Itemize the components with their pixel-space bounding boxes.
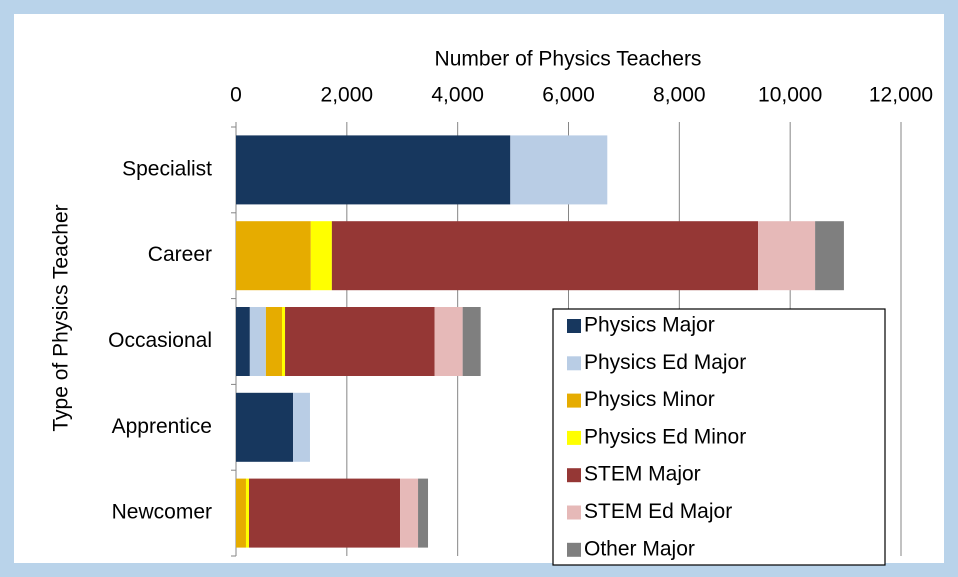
x-tick-label: 2,000 bbox=[321, 84, 374, 107]
bar-segment bbox=[236, 221, 311, 291]
y-tick-label: Career bbox=[148, 243, 212, 266]
bar-segment bbox=[510, 135, 608, 205]
legend-swatch bbox=[567, 468, 581, 483]
bar-segment bbox=[236, 478, 246, 548]
legend: Physics Major Physics Ed Major Physics Min… bbox=[552, 308, 886, 566]
x-tick-label: 10,000 bbox=[758, 84, 822, 107]
legend-label: Physics Major bbox=[584, 314, 715, 337]
legend-swatch bbox=[567, 319, 581, 333]
bar-segment bbox=[245, 478, 250, 548]
bar-segment bbox=[293, 392, 310, 462]
bar-segment bbox=[815, 221, 844, 291]
legend-swatch bbox=[567, 505, 581, 520]
legend-label: Other Major bbox=[584, 537, 695, 560]
x-tick-label: 6,000 bbox=[542, 84, 595, 107]
bar-segment bbox=[418, 478, 429, 548]
y-tick-label: Specialist bbox=[122, 157, 212, 180]
legend-label: Physics Ed Major bbox=[584, 351, 746, 374]
legend-swatch bbox=[567, 356, 581, 371]
legend-swatch bbox=[567, 393, 581, 408]
bar-segment bbox=[310, 221, 332, 291]
bar-segment bbox=[434, 307, 463, 376]
bar-segment bbox=[265, 307, 282, 376]
bar-segment bbox=[285, 307, 435, 376]
legend-label: Physics Minor bbox=[584, 388, 715, 411]
chart-title: Number of Physics Teachers bbox=[435, 48, 702, 71]
bar-segment bbox=[281, 307, 286, 376]
x-tick-label: 12,000 bbox=[869, 84, 933, 107]
bar-segment bbox=[462, 307, 481, 376]
y-tick-label: Occasional bbox=[108, 329, 212, 352]
x-tick-label: 0 bbox=[230, 84, 242, 107]
legend-label: STEM Ed Major bbox=[584, 500, 732, 523]
bar-segment bbox=[249, 307, 266, 376]
legend-label: Physics Ed Minor bbox=[584, 425, 746, 448]
bar-segment bbox=[236, 392, 294, 462]
bar-segment bbox=[758, 221, 816, 291]
y-tick-label: Apprentice bbox=[112, 415, 212, 438]
x-tick-label: 4,000 bbox=[431, 84, 484, 107]
bar-segment bbox=[249, 478, 401, 548]
legend-swatch bbox=[567, 430, 581, 445]
legend-swatch bbox=[567, 542, 581, 557]
legend-box bbox=[552, 308, 886, 566]
x-tick-label: 8,000 bbox=[653, 84, 706, 107]
y-axis-label: Type of Physics Teacher bbox=[50, 204, 73, 431]
y-tick-label: Newcomer bbox=[112, 501, 212, 524]
legend-label: STEM Major bbox=[584, 463, 701, 486]
bar-segment bbox=[236, 307, 250, 376]
bar-segment bbox=[331, 221, 759, 291]
bar-segment bbox=[400, 478, 419, 548]
bar-segment bbox=[236, 135, 511, 205]
